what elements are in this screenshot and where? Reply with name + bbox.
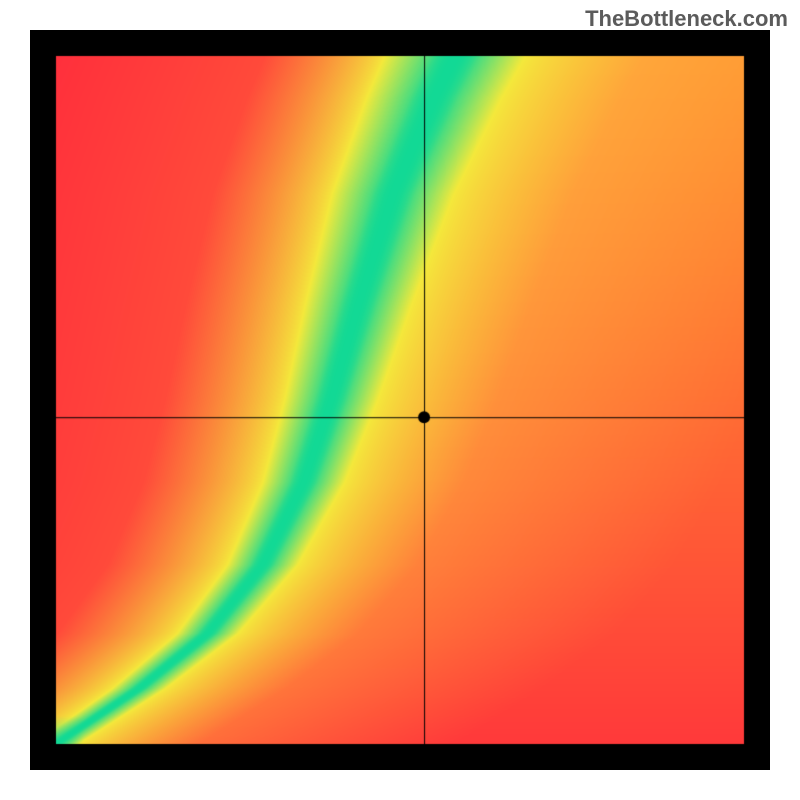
watermark-text: TheBottleneck.com (585, 6, 788, 32)
chart-container: TheBottleneck.com (0, 0, 800, 800)
plot-frame (30, 30, 770, 770)
heatmap-canvas (30, 30, 770, 770)
